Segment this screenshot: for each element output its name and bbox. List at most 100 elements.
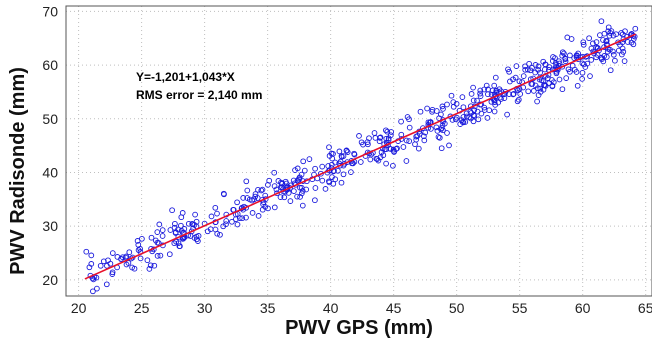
y-tick-label: 40 <box>42 164 58 180</box>
data-point <box>412 141 418 148</box>
data-point <box>513 63 520 69</box>
data-point <box>504 111 510 118</box>
data-point <box>428 126 434 132</box>
data-point <box>336 148 343 155</box>
data-point <box>444 130 450 136</box>
data-point <box>593 54 600 61</box>
data-point <box>604 48 611 55</box>
data-point <box>366 135 372 142</box>
data-point <box>258 187 265 194</box>
data-point <box>587 73 593 79</box>
data-point <box>262 204 269 210</box>
data-point <box>450 99 457 105</box>
data-point <box>298 171 305 178</box>
data-point <box>460 104 467 111</box>
data-point <box>299 202 306 209</box>
data-point <box>453 114 460 121</box>
data-point <box>540 58 547 65</box>
data-point <box>524 66 531 73</box>
data-point <box>632 25 639 32</box>
data-point <box>459 94 466 100</box>
data-point <box>559 86 566 93</box>
data-point <box>541 82 548 89</box>
regression-line <box>84 33 636 280</box>
data-point <box>563 75 570 81</box>
data-point <box>471 107 478 113</box>
data-point <box>338 179 345 186</box>
data-point <box>470 84 476 91</box>
data-point <box>526 60 532 67</box>
data-point <box>159 233 166 239</box>
data-point <box>439 103 446 110</box>
data-point <box>109 250 116 256</box>
data-point <box>450 103 457 110</box>
data-point <box>556 76 563 83</box>
data-point <box>154 253 161 259</box>
data-point <box>588 57 595 63</box>
data-point <box>550 54 556 60</box>
data-point <box>619 31 626 38</box>
data-point <box>176 243 183 250</box>
data-point <box>301 167 308 174</box>
data-point <box>326 179 333 186</box>
data-point <box>468 110 475 116</box>
x-tick-label: 35 <box>260 300 276 316</box>
data-point <box>217 231 223 238</box>
data-point <box>135 241 142 248</box>
data-point <box>357 159 364 165</box>
data-point <box>535 63 542 70</box>
data-point <box>348 169 354 175</box>
data-point <box>485 91 491 98</box>
data-point <box>146 266 153 272</box>
data-point <box>83 248 90 255</box>
data-point <box>621 58 628 64</box>
data-point <box>290 177 297 184</box>
data-point <box>291 188 297 194</box>
data-point <box>516 78 523 85</box>
data-point <box>559 49 566 56</box>
data-point <box>493 89 500 96</box>
x-axis-title: PWV GPS (mm) <box>285 317 433 339</box>
data-point <box>613 31 619 38</box>
data-point <box>436 134 443 141</box>
data-point <box>429 108 435 115</box>
data-point <box>255 213 262 219</box>
data-point <box>603 54 610 60</box>
data-point <box>483 82 490 89</box>
data-point <box>172 220 178 227</box>
data-point <box>567 68 573 75</box>
data-point <box>400 144 407 150</box>
data-point <box>598 56 605 63</box>
data-point <box>491 108 498 115</box>
data-point <box>520 84 527 91</box>
x-tick-label: 60 <box>575 300 591 316</box>
data-point <box>468 91 475 97</box>
y-tick-labels: 20 30 40 50 60 70 <box>42 3 58 288</box>
data-point <box>530 88 537 94</box>
data-point <box>244 187 251 194</box>
data-point <box>422 129 429 136</box>
data-point <box>372 135 379 141</box>
data-point <box>303 186 310 193</box>
data-point <box>488 98 495 105</box>
data-point <box>612 57 618 64</box>
data-point <box>344 149 351 155</box>
data-point <box>220 190 227 197</box>
data-point <box>266 177 273 184</box>
data-point <box>559 52 566 59</box>
data-point <box>171 240 178 247</box>
data-point <box>535 92 542 98</box>
data-point <box>326 144 332 151</box>
data-point <box>294 193 300 200</box>
data-point <box>383 160 389 167</box>
data-point <box>123 253 130 260</box>
data-point <box>100 258 107 265</box>
data-point <box>596 47 602 54</box>
data-point <box>233 216 239 222</box>
data-point <box>319 177 326 184</box>
data-point <box>514 98 521 105</box>
data-point <box>546 64 553 70</box>
data-point <box>169 207 175 214</box>
data-point <box>477 90 483 97</box>
data-point <box>434 128 441 134</box>
